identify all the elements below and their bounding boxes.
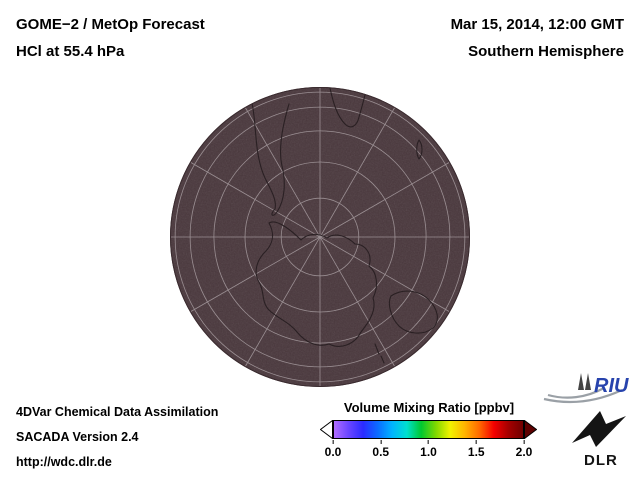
header-left: GOME−2 / MetOp Forecast HCl at 55.4 hPa — [16, 11, 205, 65]
meridian-line — [244, 106, 396, 368]
dlr-wordmark: DLR — [584, 452, 618, 469]
colorbar: Volume Mixing Ratio [ppbv] 0.0 0.5 1.0 — [320, 400, 538, 462]
colorbar-below-range-arrow — [320, 420, 333, 439]
riu-wordmark: RIU — [594, 375, 629, 397]
header-right: Mar 15, 2014, 12:00 GMT Southern Hemisph… — [451, 11, 624, 65]
parallel-circle — [189, 106, 451, 368]
australia-coastline — [388, 290, 438, 334]
colorbar-tick: 0.5 — [372, 440, 389, 459]
tick-mark — [332, 440, 334, 444]
riu-swoosh — [543, 389, 623, 404]
colorbar-title: Volume Mixing Ratio [ppbv] — [343, 400, 515, 415]
plot-title: GOME−2 / MetOp Forecast — [16, 16, 205, 33]
colorbar-tick: 1.5 — [468, 440, 485, 459]
graticule — [170, 87, 470, 387]
parallel-circle — [244, 161, 396, 313]
coastlines — [251, 87, 438, 364]
version-label: SACADA Version 2.4 — [16, 430, 139, 444]
tick-label: 1.0 — [420, 445, 437, 459]
plot-region: Southern Hemisphere — [468, 43, 624, 60]
colorbar-tick: 2.0 — [515, 440, 533, 459]
tick-mark — [428, 440, 429, 444]
antarctica-coastline — [255, 221, 378, 347]
tick-mark — [523, 440, 525, 444]
tick-label: 2.0 — [515, 445, 533, 459]
dlr-emblem-icon — [572, 411, 626, 447]
tick-label: 0.0 — [324, 445, 342, 459]
madagascar-coastline — [416, 139, 423, 160]
colorbar-tick: 1.0 — [420, 440, 437, 459]
tick-label: 1.5 — [467, 445, 485, 459]
website-url: http://wdc.dlr.de — [16, 455, 112, 469]
colorbar-ticks: 0.0 0.5 1.0 1.5 2.0 — [325, 440, 532, 462]
footer-credits: 4DVar Chemical Data Assimilation SACADA … — [16, 400, 218, 475]
parallel-circle — [174, 91, 466, 383]
plot-datetime: Mar 15, 2014, 12:00 GMT — [450, 16, 624, 33]
new-zealand-coastline — [374, 343, 385, 364]
tick-mark — [380, 440, 382, 444]
cathedral-icon — [578, 373, 591, 390]
parallel-circle — [213, 130, 427, 344]
dlr-logo: DLR — [572, 411, 626, 469]
colorbar-gradient — [333, 420, 524, 439]
assimilation-label: 4DVar Chemical Data Assimilation — [16, 405, 219, 419]
south-america-coastline — [251, 102, 290, 216]
colorbar-bar-row — [320, 420, 538, 439]
hemisphere-map — [170, 87, 470, 387]
plot-subtitle: HCl at 55.4 hPa — [16, 43, 125, 60]
globe-rim — [170, 87, 470, 387]
parallel-circle — [280, 197, 360, 277]
africa-coastline — [329, 87, 368, 128]
riu-logo: RIU — [543, 373, 629, 404]
colorbar-tick: 0.0 — [324, 440, 342, 459]
riu-swoosh — [547, 387, 605, 399]
tick-mark — [475, 440, 477, 444]
tick-label: 0.5 — [372, 445, 390, 459]
colorbar-above-range-arrow — [524, 420, 537, 439]
